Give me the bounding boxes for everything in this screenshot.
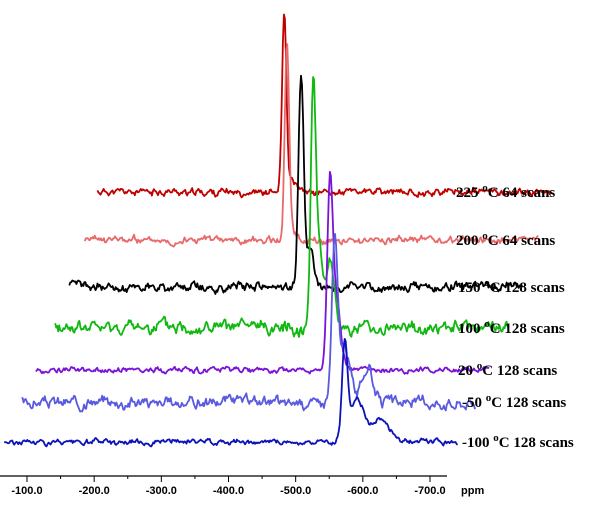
x-tick-label: -400.0 <box>213 485 244 497</box>
series-label-1: 200 oC 64 scans <box>456 230 555 249</box>
x-tick-label: -300.0 <box>146 485 177 497</box>
spectra-group <box>4 13 552 448</box>
spectrum-line-6 <box>4 338 459 448</box>
series-label-6: -100 oC 128 scans <box>462 432 574 451</box>
series-label-5: -50 oC 128 scans <box>462 392 566 411</box>
spectrum-line-3 <box>54 76 510 338</box>
x-tick-label: -100.0 <box>11 485 42 497</box>
series-label-4: 20 oC 128 scans <box>458 360 557 379</box>
x-tick-label: -200.0 <box>79 485 110 497</box>
spectrum-line-4 <box>35 170 490 375</box>
x-tick-label: -500.0 <box>280 485 311 497</box>
series-labels-group: 225 oC 64 scans 200 oC 64 scans 150 oC 128… <box>456 182 574 451</box>
x-axis: -100.0 -200.0 -300.0 -400.0 -500.0 -600.0 -700… <box>0 475 447 497</box>
spectrum-line-5 <box>21 233 476 413</box>
series-label-3: 100 oC 128 scans <box>458 318 565 337</box>
x-tick-label: -700.0 <box>414 485 445 497</box>
series-label-0: 225 oC 64 scans <box>456 182 555 201</box>
spectrum-line-2 <box>68 74 524 295</box>
spectrum-line-0 <box>96 13 552 199</box>
x-tick-label: -600.0 <box>347 485 378 497</box>
series-label-2: 150 oC 128 scans <box>458 277 565 296</box>
spectrum-line-1 <box>83 43 539 248</box>
x-axis-label: ppm <box>461 485 484 497</box>
